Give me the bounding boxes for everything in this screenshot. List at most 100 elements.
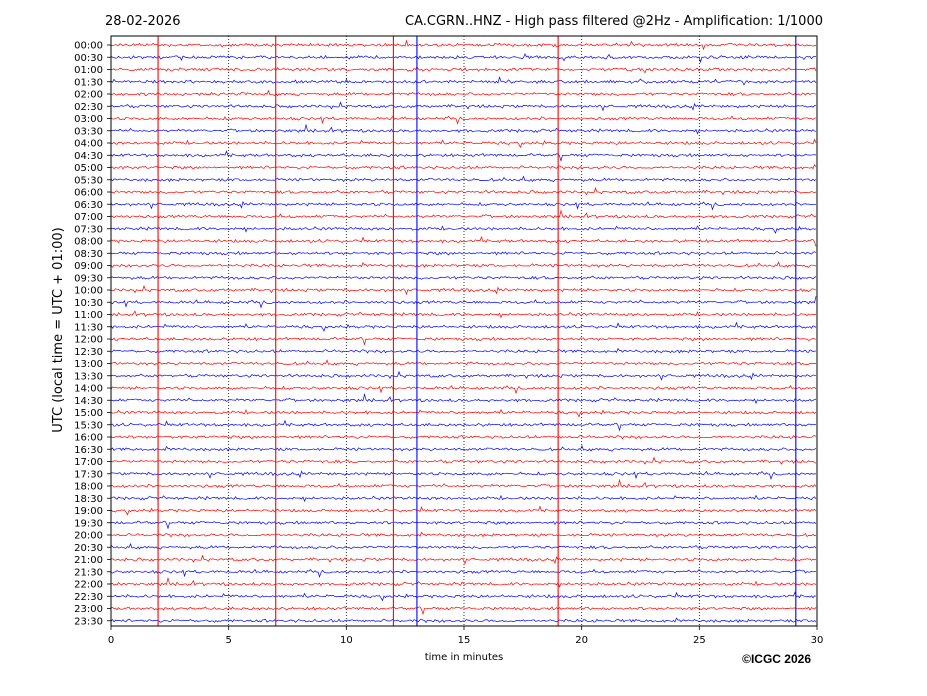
x-tick-label-1: 5 [225, 635, 231, 646]
trace-row-34 [110, 456, 817, 465]
y-axis-label: UTC (local time = UTC + 01:00) [51, 227, 66, 432]
row-label-19: 09:30 [74, 273, 103, 284]
row-label-7: 03:30 [74, 126, 103, 137]
row-label-34: 17:00 [74, 457, 103, 468]
trace-row-45 [110, 591, 817, 602]
x-tick-label-3: 15 [458, 635, 471, 646]
row-label-4: 02:00 [74, 90, 103, 101]
trace-row-17 [110, 250, 817, 256]
trace-row-16 [110, 235, 817, 247]
row-label-31: 15:30 [74, 420, 103, 431]
row-label-35: 17:30 [74, 469, 103, 480]
trace-row-30 [110, 409, 817, 418]
x-tick-label-4: 20 [575, 635, 588, 646]
x-tick-label-0: 0 [108, 635, 114, 646]
trace-row-31 [110, 419, 817, 432]
trace-row-39 [110, 520, 817, 530]
row-label-16: 08:00 [74, 237, 103, 248]
trace-row-20 [110, 285, 817, 296]
chart-title: CA.CGRN..HNZ - High pass filtered @2Hz -… [405, 14, 823, 29]
row-label-3: 01:30 [74, 77, 103, 88]
row-label-29: 14:30 [74, 396, 103, 407]
trace-row-44 [110, 576, 817, 588]
trace-row-37 [110, 494, 817, 503]
trace-row-5 [110, 101, 817, 112]
row-label-11: 05:30 [74, 175, 103, 186]
x-tick-label-2: 10 [340, 635, 353, 646]
trace-row-21 [110, 296, 817, 309]
trace-row-28 [110, 384, 817, 395]
row-label-0: 00:00 [74, 41, 103, 52]
plot-frame [110, 35, 818, 627]
trace-row-13 [110, 200, 817, 211]
trace-row-12 [110, 187, 817, 196]
trace-row-14 [110, 209, 817, 219]
x-axis-label: time in minutes [425, 652, 504, 663]
row-label-23: 11:30 [74, 322, 103, 333]
trace-row-3 [110, 75, 817, 86]
row-label-22: 11:00 [74, 310, 103, 321]
row-label-46: 23:00 [74, 604, 103, 615]
trace-row-24 [110, 336, 817, 346]
row-label-6: 03:00 [74, 114, 103, 125]
row-label-47: 23:30 [74, 616, 103, 627]
trace-row-33 [110, 445, 817, 452]
x-tick-label-6: 30 [811, 635, 824, 646]
trace-row-6 [110, 115, 817, 125]
row-label-30: 15:00 [74, 408, 103, 419]
trace-row-42 [110, 554, 817, 565]
trace-row-2 [110, 66, 817, 74]
trace-row-46 [110, 606, 817, 616]
trace-row-4 [110, 89, 817, 97]
row-label-8: 04:00 [74, 139, 103, 150]
trace-row-0 [110, 39, 817, 51]
row-label-38: 19:00 [74, 506, 103, 517]
trace-row-19 [110, 275, 817, 280]
row-label-9: 04:30 [74, 151, 103, 162]
trace-row-36 [110, 478, 817, 489]
row-label-21: 10:30 [74, 298, 103, 309]
row-label-12: 06:00 [74, 188, 103, 199]
row-label-43: 21:30 [74, 567, 103, 578]
trace-row-38 [110, 505, 817, 516]
trace-row-25 [110, 347, 817, 354]
row-label-41: 20:30 [74, 543, 103, 554]
row-label-13: 06:30 [74, 200, 103, 211]
trace-row-43 [110, 568, 817, 578]
row-label-1: 00:30 [74, 53, 103, 64]
chart-date: 28-02-2026 [105, 14, 181, 29]
trace-row-15 [110, 225, 817, 234]
row-label-20: 10:00 [74, 286, 103, 297]
row-label-27: 13:30 [74, 371, 103, 382]
trace-row-22 [110, 310, 817, 319]
x-ticks-group: 0 5 10 15 20 25 30 [108, 626, 824, 646]
trace-row-47 [110, 617, 817, 624]
trace-row-1 [110, 53, 817, 64]
trace-row-10 [110, 164, 817, 170]
trace-row-9 [110, 150, 817, 163]
row-label-28: 14:00 [74, 384, 103, 395]
row-label-2: 01:00 [74, 65, 103, 76]
row-label-17: 08:30 [74, 249, 103, 260]
trace-row-29 [110, 392, 817, 405]
row-label-40: 20:00 [74, 531, 103, 542]
trace-row-11 [110, 175, 817, 183]
grid-lines [228, 36, 700, 626]
trace-row-7 [110, 123, 817, 135]
row-label-36: 18:00 [74, 482, 103, 493]
trace-row-26 [110, 359, 817, 366]
trace-row-23 [110, 321, 817, 332]
row-label-10: 05:00 [74, 163, 103, 174]
trace-row-32 [110, 434, 817, 440]
x-tick-label-5: 25 [693, 635, 706, 646]
row-label-39: 19:30 [74, 518, 103, 529]
row-label-32: 16:00 [74, 433, 103, 444]
trace-row-27 [110, 370, 817, 381]
trace-row-35 [110, 470, 817, 480]
copyright-text: ©ICGC 2026 [742, 652, 811, 666]
row-label-33: 16:30 [74, 445, 103, 456]
trace-row-41 [110, 543, 817, 550]
row-label-24: 12:00 [74, 335, 103, 346]
